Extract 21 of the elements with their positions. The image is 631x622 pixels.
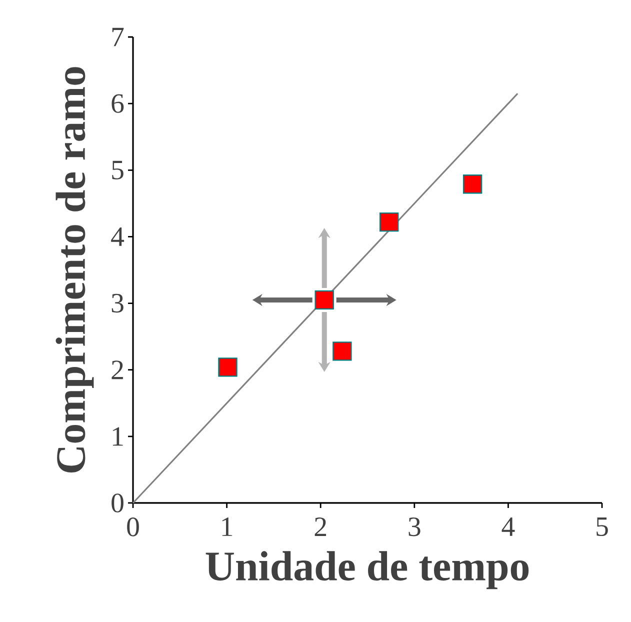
- x-tick-label: 0: [127, 518, 139, 536]
- point: [218, 358, 238, 377]
- x-tick-label: 1: [222, 518, 232, 536]
- y-tick-label: 3: [112, 294, 124, 313]
- y-tick-label: 4: [111, 228, 124, 246]
- x-tick-label: 4: [502, 518, 515, 536]
- point: [314, 290, 334, 310]
- y-tick-label: 1: [112, 427, 123, 446]
- x-tick-label: 3: [408, 518, 420, 536]
- x-tick-label: 5: [596, 518, 608, 536]
- x-tick-label: 2: [314, 518, 326, 536]
- y-tick-label: 7: [112, 28, 124, 46]
- y-axis-title: Comprimento de ramo: [56, 67, 94, 472]
- y-tick-label: 6: [112, 94, 124, 113]
- y-tick-label: 2: [112, 360, 123, 380]
- x-axis-title: Unidade de tempo: [206, 551, 529, 590]
- y-tick-label: 0: [112, 494, 124, 512]
- point: [379, 212, 399, 232]
- y-tick-label: 5: [112, 160, 124, 180]
- point: [332, 342, 352, 361]
- point: [462, 174, 482, 194]
